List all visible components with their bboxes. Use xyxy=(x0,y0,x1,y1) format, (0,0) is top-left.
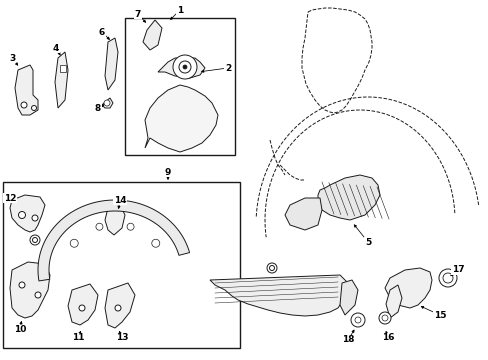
Circle shape xyxy=(70,239,78,247)
Polygon shape xyxy=(384,268,431,308)
Circle shape xyxy=(179,61,191,73)
Circle shape xyxy=(354,317,360,323)
Polygon shape xyxy=(209,275,349,316)
Circle shape xyxy=(350,313,364,327)
Polygon shape xyxy=(339,280,357,315)
Polygon shape xyxy=(55,52,68,108)
Text: 2: 2 xyxy=(224,63,231,72)
Circle shape xyxy=(96,223,102,230)
Polygon shape xyxy=(10,195,45,232)
Text: 5: 5 xyxy=(364,238,370,247)
Circle shape xyxy=(173,55,197,79)
Polygon shape xyxy=(3,182,240,348)
Text: 7: 7 xyxy=(135,9,141,18)
Text: 6: 6 xyxy=(99,27,105,36)
Polygon shape xyxy=(68,284,98,325)
Text: 4: 4 xyxy=(53,44,59,53)
Text: 11: 11 xyxy=(72,333,84,342)
Polygon shape xyxy=(145,85,218,152)
Circle shape xyxy=(32,215,38,221)
Circle shape xyxy=(151,239,160,247)
Text: 16: 16 xyxy=(381,333,393,342)
Circle shape xyxy=(30,235,40,245)
Polygon shape xyxy=(102,98,113,108)
Text: 3: 3 xyxy=(9,54,15,63)
Polygon shape xyxy=(10,262,50,318)
Text: 14: 14 xyxy=(113,195,126,204)
Polygon shape xyxy=(385,285,401,318)
Text: 8: 8 xyxy=(95,104,101,113)
Circle shape xyxy=(19,282,25,288)
Circle shape xyxy=(104,100,110,106)
Circle shape xyxy=(266,263,276,273)
Circle shape xyxy=(19,212,25,219)
Circle shape xyxy=(79,305,85,311)
Circle shape xyxy=(442,273,452,283)
Polygon shape xyxy=(105,38,118,90)
Text: 10: 10 xyxy=(14,325,26,334)
Polygon shape xyxy=(15,65,38,115)
Text: 17: 17 xyxy=(451,266,464,274)
Polygon shape xyxy=(105,283,135,328)
Text: 13: 13 xyxy=(116,333,128,342)
Circle shape xyxy=(378,312,390,324)
Circle shape xyxy=(31,105,37,111)
Circle shape xyxy=(35,292,41,298)
Polygon shape xyxy=(142,20,162,50)
Text: 12: 12 xyxy=(4,194,16,202)
Text: 18: 18 xyxy=(341,336,353,345)
Polygon shape xyxy=(105,205,125,235)
Polygon shape xyxy=(158,58,204,78)
Polygon shape xyxy=(285,198,321,230)
Circle shape xyxy=(32,238,38,243)
Polygon shape xyxy=(317,175,379,220)
Circle shape xyxy=(115,305,121,311)
Circle shape xyxy=(127,223,134,230)
Circle shape xyxy=(381,315,387,321)
Polygon shape xyxy=(38,200,189,281)
Polygon shape xyxy=(60,65,66,72)
Text: 1: 1 xyxy=(177,5,183,14)
Text: 15: 15 xyxy=(433,310,446,320)
Circle shape xyxy=(183,65,186,69)
Text: 9: 9 xyxy=(164,167,171,176)
Circle shape xyxy=(438,269,456,287)
Circle shape xyxy=(21,102,27,108)
Circle shape xyxy=(269,266,274,270)
Polygon shape xyxy=(125,18,235,155)
